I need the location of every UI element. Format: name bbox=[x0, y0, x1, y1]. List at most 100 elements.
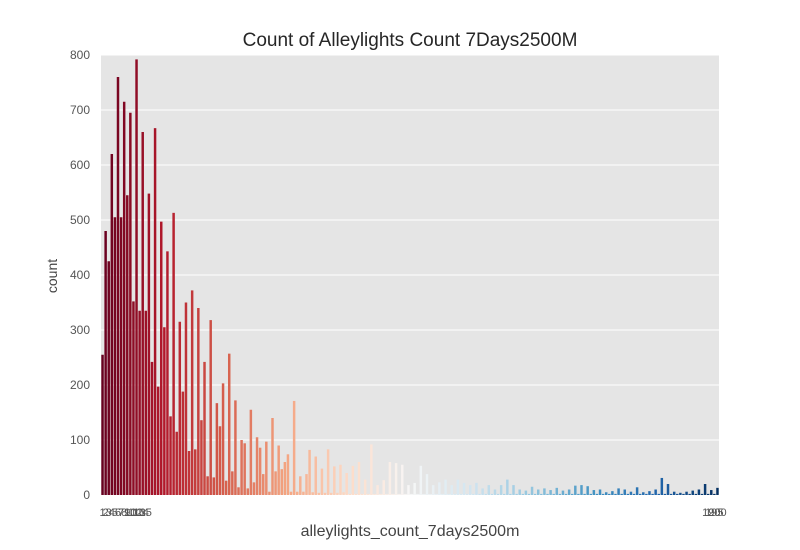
bar bbox=[292, 400, 296, 495]
bar bbox=[286, 454, 290, 495]
bar bbox=[129, 112, 132, 495]
bar bbox=[116, 77, 120, 495]
bar bbox=[574, 485, 577, 495]
bar bbox=[706, 493, 710, 495]
bar bbox=[533, 493, 537, 495]
bar bbox=[336, 492, 339, 495]
bar bbox=[212, 477, 216, 495]
bar bbox=[713, 493, 716, 495]
bar bbox=[481, 488, 484, 495]
bar bbox=[428, 493, 432, 495]
bar bbox=[586, 486, 589, 495]
bar bbox=[295, 491, 299, 495]
y-tick-label: 400 bbox=[70, 268, 90, 282]
bar bbox=[484, 493, 487, 495]
bar bbox=[345, 473, 348, 495]
bar bbox=[370, 444, 373, 495]
bar bbox=[543, 488, 546, 495]
bar bbox=[638, 493, 642, 495]
bar bbox=[527, 493, 531, 495]
bar bbox=[138, 310, 141, 495]
bar bbox=[490, 493, 494, 495]
x-tick-label: 12 bbox=[130, 507, 142, 519]
bar bbox=[567, 489, 571, 495]
bar bbox=[663, 493, 667, 495]
bar bbox=[651, 493, 654, 495]
bar bbox=[190, 290, 194, 495]
bar bbox=[277, 445, 280, 495]
bar bbox=[388, 462, 392, 495]
x-tick-label: 200 bbox=[708, 507, 726, 519]
bar bbox=[536, 489, 540, 495]
bar bbox=[246, 488, 250, 495]
y-tick-label: 500 bbox=[70, 213, 90, 227]
bar bbox=[645, 493, 648, 495]
bar bbox=[126, 195, 129, 495]
bar bbox=[703, 484, 707, 495]
bar bbox=[524, 490, 528, 495]
bar bbox=[521, 493, 525, 495]
bar bbox=[401, 464, 404, 495]
bar bbox=[620, 493, 623, 495]
bar bbox=[478, 493, 481, 495]
bar bbox=[163, 327, 166, 495]
x-tick-label: 195 bbox=[705, 507, 723, 519]
bar bbox=[422, 493, 426, 495]
chart-title: Count of Alleylights Count 7Days2500M bbox=[242, 30, 578, 51]
bar bbox=[456, 479, 460, 495]
bar bbox=[274, 471, 277, 495]
bar bbox=[240, 440, 243, 495]
bar bbox=[283, 462, 287, 495]
bar bbox=[160, 221, 163, 495]
bar bbox=[518, 489, 521, 495]
bar bbox=[552, 493, 555, 495]
bar bbox=[598, 489, 602, 495]
bar bbox=[194, 449, 197, 495]
x-tick-label: 5 bbox=[112, 507, 118, 519]
bar bbox=[299, 476, 302, 495]
bar bbox=[342, 492, 345, 495]
bar bbox=[175, 431, 178, 495]
bar bbox=[329, 492, 333, 495]
bar bbox=[289, 491, 293, 495]
bar bbox=[697, 489, 701, 495]
y-tick-label: 600 bbox=[70, 158, 90, 172]
bar bbox=[570, 493, 574, 495]
bar bbox=[629, 491, 633, 495]
bar bbox=[227, 353, 231, 495]
y-tick-label: 100 bbox=[70, 433, 90, 447]
bar bbox=[635, 487, 639, 495]
bar bbox=[611, 491, 614, 495]
bar bbox=[438, 482, 441, 495]
bar bbox=[472, 493, 475, 495]
bar bbox=[357, 462, 361, 495]
bar bbox=[700, 493, 704, 495]
bar bbox=[465, 493, 469, 495]
bar bbox=[237, 487, 240, 495]
bar bbox=[391, 493, 395, 495]
bar bbox=[351, 465, 355, 495]
bar bbox=[231, 471, 234, 495]
bar bbox=[385, 493, 389, 495]
bar bbox=[153, 128, 157, 495]
bar bbox=[200, 420, 203, 495]
bar bbox=[654, 489, 657, 495]
bar bbox=[215, 403, 219, 495]
bar bbox=[280, 469, 284, 495]
bar bbox=[218, 426, 222, 495]
bar bbox=[265, 441, 268, 495]
bar bbox=[540, 493, 543, 495]
bar bbox=[197, 308, 200, 495]
bar bbox=[604, 492, 608, 495]
bar bbox=[589, 493, 593, 495]
bar bbox=[394, 463, 398, 495]
bar bbox=[503, 493, 506, 495]
bar bbox=[577, 493, 580, 495]
bar bbox=[632, 493, 636, 495]
bar bbox=[311, 492, 314, 495]
bar bbox=[317, 492, 321, 495]
bar bbox=[642, 492, 645, 495]
bar bbox=[512, 485, 515, 495]
bar bbox=[360, 493, 364, 495]
